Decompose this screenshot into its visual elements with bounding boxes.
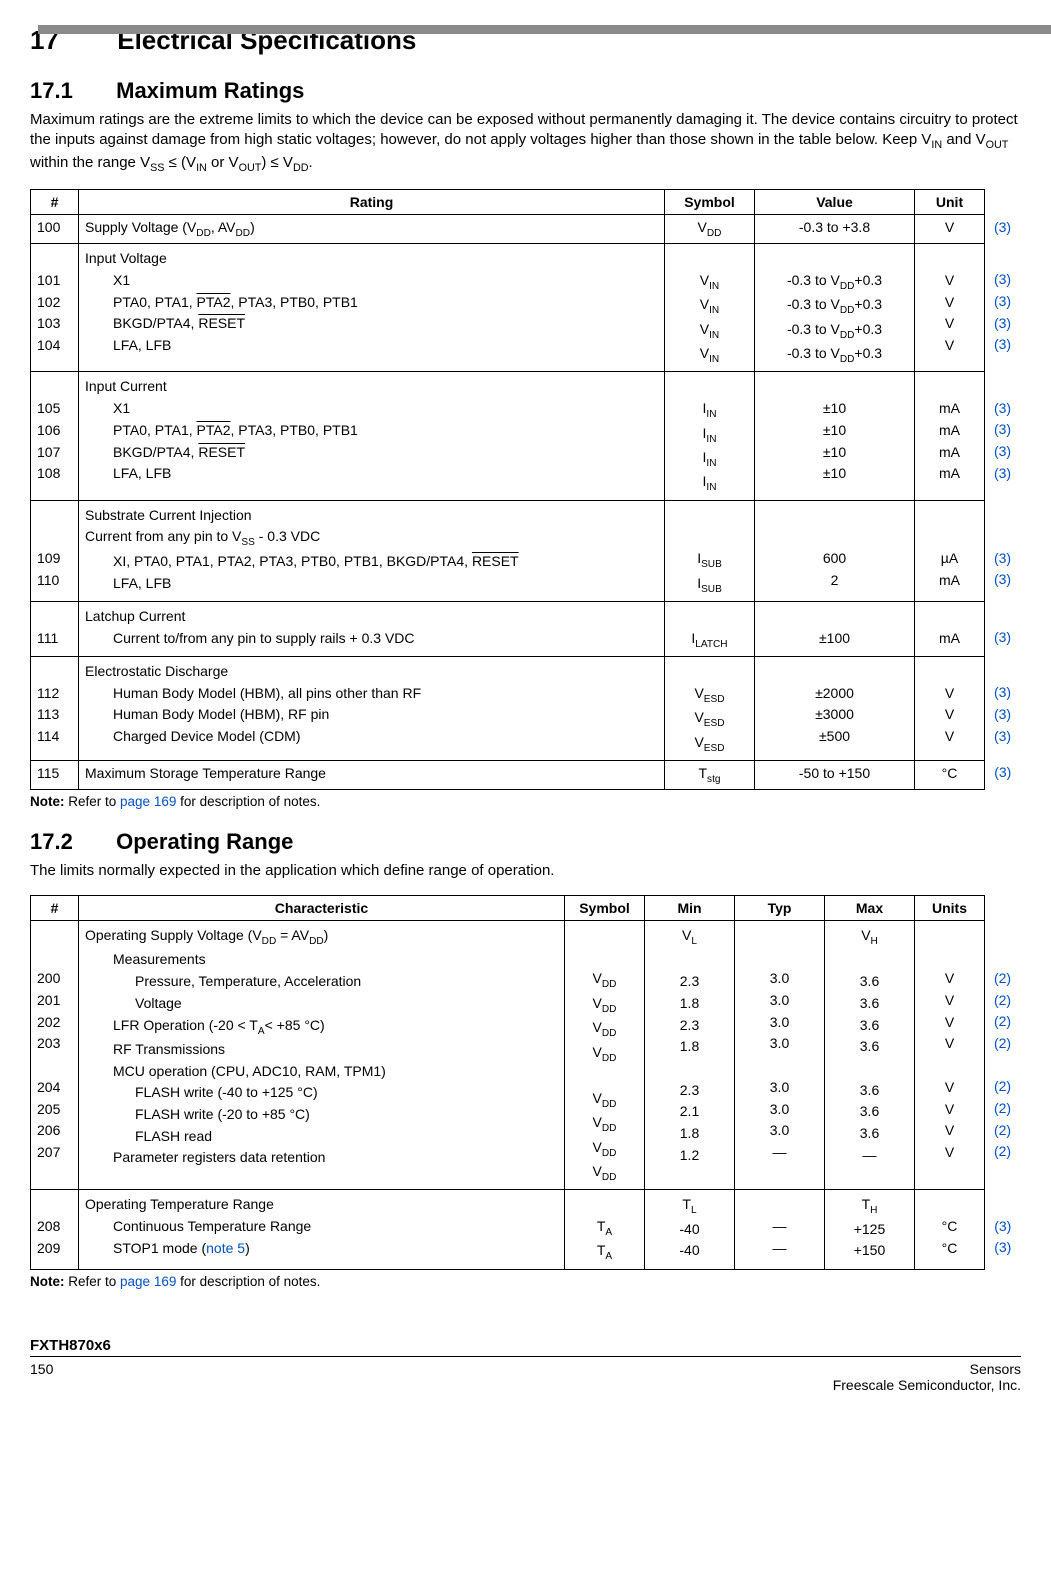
section-2-title: Operating Range bbox=[116, 829, 293, 854]
section-2-heading: 17.2 Operating Range bbox=[30, 829, 1021, 855]
note-ref[interactable]: (2) bbox=[991, 1141, 1014, 1163]
section-1-intro: Maximum ratings are the extreme limits t… bbox=[30, 110, 1021, 175]
note-ref[interactable]: (3) bbox=[991, 627, 1014, 649]
col-ref bbox=[985, 896, 1021, 921]
note-link[interactable]: note 5 bbox=[206, 1240, 245, 1256]
table-row: 115 Maximum Storage Temperature Range Ts… bbox=[31, 760, 1021, 789]
col-units: Units bbox=[915, 896, 985, 921]
table-row: 111 Latchup Current Current to/from any … bbox=[31, 601, 1021, 656]
table-header-row: # Characteristic Symbol Min Typ Max Unit… bbox=[31, 896, 1021, 921]
page-footer: FXTH870x6 150 Sensors Freescale Semicond… bbox=[30, 1337, 1021, 1411]
table-row: 105 106 107 108 Input Current X1 PTA0, P… bbox=[31, 372, 1021, 500]
note-ref[interactable]: (2) bbox=[991, 1098, 1014, 1120]
note-ref[interactable]: (2) bbox=[991, 968, 1014, 990]
note-ref[interactable]: (3) bbox=[991, 704, 1014, 726]
note-ref[interactable]: (2) bbox=[991, 1120, 1014, 1142]
footer-line-2: Freescale Semiconductor, Inc. bbox=[833, 1377, 1021, 1393]
table-row: 200 201 202 203 204 205 206 207 Operatin… bbox=[31, 921, 1021, 1190]
note-ref[interactable]: (2) bbox=[991, 990, 1014, 1012]
note-ref[interactable]: (3) bbox=[991, 398, 1014, 420]
note-ref[interactable]: (3) bbox=[991, 291, 1014, 313]
note-ref[interactable]: (3) bbox=[991, 1216, 1015, 1238]
table-1-note: Note: Refer to page 169 for description … bbox=[30, 794, 1021, 809]
section-1-heading: 17.1 Maximum Ratings bbox=[30, 78, 1021, 104]
col-symbol: Symbol bbox=[565, 896, 645, 921]
note-ref[interactable]: (3) bbox=[985, 760, 1021, 789]
note-ref[interactable]: (3) bbox=[991, 569, 1014, 591]
table-row: 112 113 114 Electrostatic Discharge Huma… bbox=[31, 657, 1021, 761]
note-ref[interactable]: (3) bbox=[991, 726, 1014, 748]
table-row: 101 102 103 104 Input Voltage X1 PTA0, P… bbox=[31, 244, 1021, 372]
col-num: # bbox=[31, 190, 79, 215]
note-ref[interactable]: (3) bbox=[991, 419, 1014, 441]
maximum-ratings-table: # Rating Symbol Value Unit 100 Supply Vo… bbox=[30, 189, 1021, 789]
table-row: 208 209 Operating Temperature Range Cont… bbox=[31, 1190, 1021, 1270]
page-link[interactable]: page 169 bbox=[120, 794, 176, 809]
note-ref[interactable]: (2) bbox=[991, 1076, 1014, 1098]
note-ref[interactable]: (3) bbox=[991, 1237, 1015, 1259]
col-value: Value bbox=[755, 190, 915, 215]
col-num: # bbox=[31, 896, 79, 921]
operating-range-table: # Characteristic Symbol Min Typ Max Unit… bbox=[30, 895, 1021, 1270]
note-ref[interactable]: (3) bbox=[991, 313, 1014, 335]
table-row: 100 Supply Voltage (VDD, AVDD) VDD -0.3 … bbox=[31, 215, 1021, 244]
note-ref[interactable]: (3) bbox=[991, 463, 1014, 485]
note-ref[interactable]: (3) bbox=[991, 334, 1014, 356]
col-max: Max bbox=[825, 896, 915, 921]
section-1-number: 17.1 bbox=[30, 78, 110, 104]
note-ref[interactable]: (2) bbox=[991, 1033, 1014, 1055]
footer-line-1: Sensors bbox=[833, 1361, 1021, 1377]
col-symbol: Symbol bbox=[665, 190, 755, 215]
section-2-intro: The limits normally expected in the appl… bbox=[30, 861, 1021, 881]
footer-divider bbox=[30, 1356, 1021, 1357]
section-2-number: 17.2 bbox=[30, 829, 110, 855]
table-2-note: Note: Refer to page 169 for description … bbox=[30, 1274, 1021, 1289]
header-gray-bar bbox=[38, 25, 1051, 34]
note-ref[interactable]: (3) bbox=[985, 215, 1021, 244]
col-unit: Unit bbox=[915, 190, 985, 215]
table-header-row: # Rating Symbol Value Unit bbox=[31, 190, 1021, 215]
note-ref[interactable]: (3) bbox=[991, 682, 1014, 704]
note-ref[interactable]: (3) bbox=[991, 269, 1014, 291]
col-characteristic: Characteristic bbox=[79, 896, 565, 921]
note-ref[interactable]: (3) bbox=[991, 548, 1014, 570]
note-ref[interactable]: (3) bbox=[991, 441, 1014, 463]
section-1-title: Maximum Ratings bbox=[116, 78, 304, 103]
table-row: 109 110 Substrate Current Injection Curr… bbox=[31, 500, 1021, 601]
note-ref[interactable]: (2) bbox=[991, 1011, 1014, 1033]
footer-page-number: 150 bbox=[30, 1361, 53, 1393]
col-typ: Typ bbox=[735, 896, 825, 921]
col-min: Min bbox=[645, 896, 735, 921]
col-ref bbox=[985, 190, 1021, 215]
col-rating: Rating bbox=[79, 190, 665, 215]
page-link[interactable]: page 169 bbox=[120, 1274, 176, 1289]
footer-model: FXTH870x6 bbox=[30, 1337, 1021, 1354]
